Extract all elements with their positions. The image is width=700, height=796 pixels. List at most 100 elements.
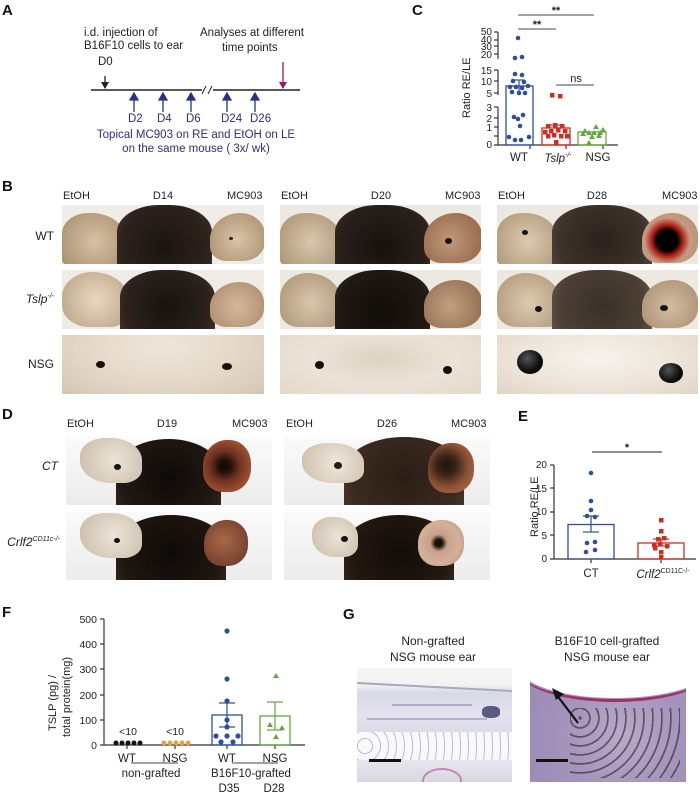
svg-text:<10: <10 [166, 726, 184, 738]
e-xlabel-crlf2-sup: CD11C-/- [660, 568, 690, 575]
panel-a-letter: A [2, 2, 13, 19]
scale-bar [369, 759, 401, 762]
panel-d-letter: D [2, 406, 13, 423]
injection-label: i.d. injection of [84, 27, 158, 39]
svg-text:5: 5 [541, 531, 547, 542]
svg-text:10: 10 [481, 77, 493, 88]
day-d26: D26 [250, 113, 272, 125]
c-xlabel-nsg: NSG [585, 152, 611, 164]
d-row-crlf2-sup: CD11c-/- [32, 536, 60, 543]
f-group-grafted: B16F10-grafted [211, 768, 291, 780]
g-title-1b: NSG mouse ear [389, 650, 477, 664]
svg-text:ns: ns [570, 73, 582, 85]
svg-text:1: 1 [486, 123, 492, 134]
b-row-tslp-text: Tslp [25, 292, 48, 306]
d-row-ct: CT [42, 459, 58, 473]
svg-text:300: 300 [79, 664, 97, 676]
g-title-1a: Non-grafted [401, 634, 465, 648]
b-col1-left: EtOH [63, 190, 90, 202]
panel-e-letter: E [518, 408, 529, 425]
b-col2-right: MC903 [445, 190, 481, 202]
b-row-tslp: Tslp-/- [26, 292, 54, 306]
d-col1-day: D19 [156, 418, 178, 430]
photo-ct-d26 [284, 437, 490, 505]
svg-text:<10: <10 [119, 726, 137, 738]
svg-text:50: 50 [481, 27, 493, 38]
treatment-text: Topical MC903 on RE and EtOH on LE [96, 129, 296, 141]
e-xlabel-crlf2: Crlf2CD11C-/- [636, 568, 689, 581]
panel-f-letter: F [2, 604, 12, 621]
photo-wt-d28 [497, 205, 698, 264]
svg-text:Ratio RE/LE: Ratio RE/LE [529, 476, 541, 537]
photo-tslp-d14 [62, 270, 264, 329]
photo-wt-d20 [280, 205, 481, 264]
arrow-icon [552, 688, 579, 724]
day-d2: D2 [128, 113, 143, 125]
photo-crlf2-d19 [66, 512, 272, 580]
svg-text:Ratio RE/LE: Ratio RE/LE [461, 57, 473, 118]
d-col2-left: EtOH [286, 418, 313, 430]
svg-text:TSLP (pg) /: TSLP (pg) / [47, 674, 59, 731]
svg-text:**: ** [533, 19, 542, 31]
svg-text:200: 200 [79, 690, 97, 702]
c-xlabel-tslp-text: Tslp [544, 152, 566, 165]
photo-crlf2-d26 [284, 512, 490, 580]
g-title-2a: B16F10 cell-grafted [554, 634, 660, 648]
d-col1-left: EtOH [67, 418, 94, 430]
e-xlabel-crlf2-text: Crlf2 [636, 568, 661, 581]
treatment-text-2: on the same mouse ( 3x/ wk) [122, 143, 270, 155]
day-d24: D24 [221, 113, 243, 125]
photo-nsg-d14 [62, 335, 264, 394]
c-xlabel-tslp: Tslp-/- [544, 152, 571, 165]
panel-g-letter: G [343, 606, 355, 623]
photo-tslp-d28 [497, 270, 698, 329]
c-xlabel-wt: WT [510, 152, 528, 164]
b-col3-right: MC903 [662, 190, 698, 202]
d-row-crlf2: Crlf2CD11c-/- [7, 535, 60, 549]
f-xlabel-nsg-nongrafted: NSG [162, 753, 188, 765]
f-day-d35: D35 [218, 783, 240, 795]
b-col1-right: MC903 [227, 190, 263, 202]
photo-tslp-d20 [280, 270, 481, 329]
svg-text:20: 20 [481, 50, 493, 61]
photo-ct-d19 [66, 437, 272, 505]
d-col2-right: MC903 [451, 418, 487, 430]
svg-text:0: 0 [91, 740, 97, 752]
svg-text:2: 2 [486, 114, 492, 125]
svg-text:400: 400 [79, 639, 97, 651]
f-day-d28: D28 [263, 783, 285, 795]
d0-label: D0 [98, 56, 113, 68]
svg-text:100: 100 [79, 715, 97, 727]
b-col2-left: EtOH [281, 190, 308, 202]
svg-text:5: 5 [486, 89, 492, 100]
svg-text:3: 3 [486, 103, 492, 114]
svg-text:*: * [625, 442, 630, 454]
analyses-label-2: time points [222, 42, 278, 54]
b-col1-day: D14 [152, 190, 174, 202]
c-xlabel-tslp-sup: -/- [565, 152, 572, 159]
b-col3-left: EtOH [498, 190, 525, 202]
d-col2-day: D26 [376, 418, 398, 430]
b-col3-day: D28 [586, 190, 608, 202]
d-row-crlf2-text: Crlf2 [7, 535, 33, 549]
svg-text:15: 15 [536, 484, 548, 495]
scale-bar [536, 759, 568, 762]
photo-nsg-d28 [497, 335, 698, 394]
chart-f-svg: 500 400 300 200 100 0 TSLP (pg) / total prot… [47, 614, 305, 764]
b-row-wt: WT [35, 229, 54, 243]
svg-text:10: 10 [536, 507, 548, 518]
svg-text:0: 0 [541, 554, 547, 565]
d-col1-right: MC903 [232, 418, 268, 430]
photo-nsg-d20 [280, 335, 481, 394]
timeline-svg [91, 62, 300, 112]
f-group-nongrafted: non-grafted [121, 768, 181, 780]
chart-e-svg: 20 15 10 5 0 Ratio RE/LE * [529, 442, 696, 565]
b-row-nsg: NSG [27, 357, 54, 371]
b-col2-day: D20 [370, 190, 392, 202]
svg-text:30: 30 [481, 42, 493, 53]
analyses-label: Analyses at different [200, 27, 304, 39]
histology-nongrafted [357, 668, 512, 782]
g-title-2b: NSG mouse ear [563, 650, 651, 664]
svg-text:500: 500 [79, 614, 97, 626]
